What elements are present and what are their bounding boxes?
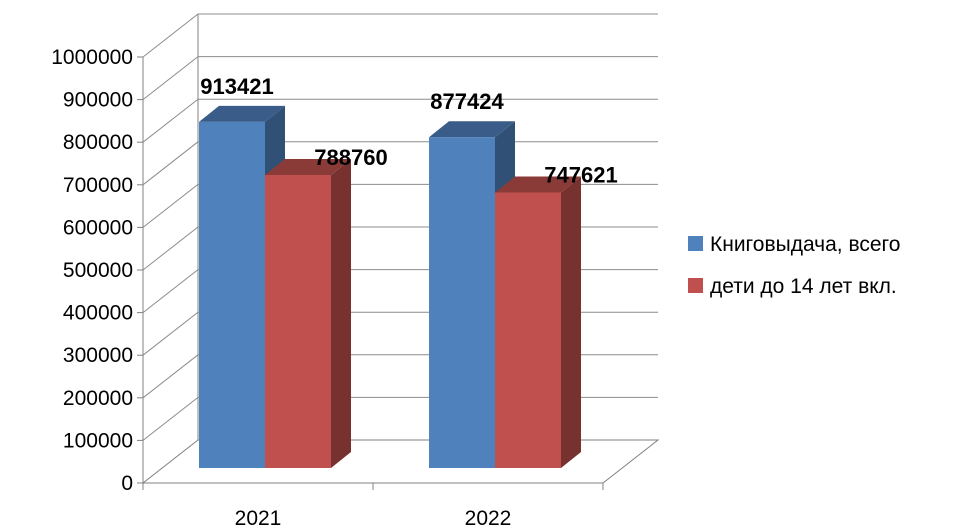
legend-item-total: Книговыдача, всего: [688, 233, 900, 256]
bar-2022-children: [495, 176, 581, 468]
gridline: [142, 13, 658, 58]
legend-swatch: [688, 236, 703, 251]
y-tick-label: 600000: [63, 216, 133, 239]
y-tick-label: 700000: [63, 174, 133, 197]
bar-front: [199, 121, 265, 468]
gridline: [142, 98, 658, 143]
bars: [199, 105, 581, 469]
bar-front: [265, 174, 331, 469]
y-tick-label: 1000000: [51, 46, 133, 69]
y-tick-label: 0: [121, 472, 133, 495]
legend: Книговыдача, всего дети до 14 лет вкл.: [688, 233, 900, 298]
data-label: 877424: [430, 89, 504, 114]
y-tick-label: 500000: [63, 259, 133, 282]
data-label: 913421: [200, 74, 273, 99]
bar-top: [495, 176, 581, 193]
bar-2021-total: [199, 105, 285, 468]
y-tick-label: 800000: [63, 131, 133, 154]
legend-label: дети до 14 лет вкл.: [710, 275, 897, 298]
data-label: 788760: [314, 145, 387, 170]
data-label: 747621: [544, 163, 617, 188]
legend-item-children: дети до 14 лет вкл.: [688, 275, 897, 298]
bar-front: [495, 192, 561, 468]
y-tick-label: 100000: [63, 429, 133, 452]
bar-top: [199, 105, 285, 122]
y-tick-label: 200000: [63, 387, 133, 410]
x-axis: 2021 2022: [142, 483, 604, 528]
data-labels: 913421 788760 877424 747621: [200, 74, 617, 188]
bar-front: [429, 137, 495, 468]
legend-label: Книговыдача, всего: [710, 233, 900, 256]
bar-top: [429, 121, 515, 138]
floor: [141, 439, 660, 484]
y-tick-label: 900000: [63, 89, 133, 112]
bar-side: [331, 158, 351, 469]
y-axis-ticks: 0 100000 200000 300000 400000 500000 600000 700…: [51, 46, 143, 495]
x-tick-label: 2021: [235, 507, 282, 528]
bar-top: [265, 158, 351, 175]
bar-2021-children: [265, 158, 351, 469]
gridline: [142, 56, 658, 100]
y-tick-label: 300000: [63, 344, 133, 367]
bar-side: [561, 176, 581, 468]
x-tick-label: 2022: [465, 507, 512, 528]
y-tick-label: 400000: [63, 302, 133, 325]
legend-swatch: [688, 278, 703, 293]
